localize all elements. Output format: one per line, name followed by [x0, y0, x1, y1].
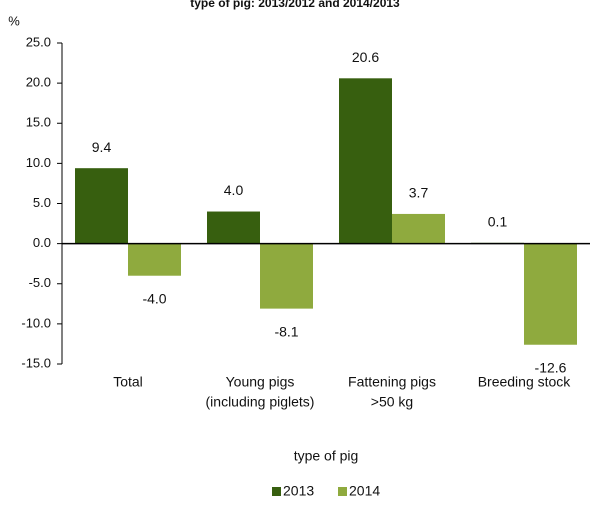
y-tick-label: 5.0 [33, 195, 51, 210]
data-label-2014-3: -12.6 [535, 359, 567, 375]
legend-label-2013: 2013 [283, 483, 314, 499]
bar-2014-3 [524, 243, 577, 345]
y-axis-unit: % [8, 13, 20, 28]
y-tick-label: -15.0 [21, 355, 51, 370]
y-tick-label: 20.0 [26, 75, 51, 90]
y-tick-label: 10.0 [26, 155, 51, 170]
data-label-2013-1: 4.0 [224, 182, 244, 198]
data-label-2013-3: 0.1 [488, 214, 508, 230]
category-label: Young pigs [226, 374, 295, 390]
category-label: >50 kg [371, 394, 413, 410]
legend-label-2014: 2014 [349, 483, 380, 499]
legend: 2013 2014 [272, 483, 380, 499]
data-label-2014-1: -8.1 [274, 323, 298, 339]
bar-2013-0 [75, 168, 128, 244]
bar-2014-1 [260, 243, 313, 309]
y-tick-label: -10.0 [21, 315, 51, 330]
labels-layer: 9.4 4.0 20.6 0.1 -4.0 -8.1 3.7 -12.6 [92, 49, 567, 375]
bar-2014-2 [392, 213, 445, 244]
bars-layer [75, 78, 577, 345]
data-label-2013-2: 20.6 [352, 49, 379, 65]
y-tick-label: -5.0 [29, 275, 51, 290]
y-tick-label: 15.0 [26, 115, 51, 130]
axes-layer: 25.0 20.0 15.0 10.0 5.0 0.0 -5.0 -10.0 -15.0 Tota… [21, 34, 590, 410]
bar-2014-0 [128, 243, 181, 276]
chart-title: type of pig: 2013/2012 and 2014/2013 [190, 0, 400, 10]
category-label: Total [113, 374, 143, 390]
category-label: (including piglets) [206, 394, 315, 410]
bar-2013-2 [339, 78, 392, 244]
y-tick-label: 0.0 [33, 235, 51, 250]
legend-swatch-2013 [272, 487, 281, 496]
y-tick-label: 25.0 [26, 34, 51, 49]
data-label-2014-0: -4.0 [142, 290, 166, 306]
legend-swatch-2014 [338, 487, 347, 496]
category-label: Fattening pigs [348, 374, 436, 390]
data-label-2014-2: 3.7 [409, 185, 429, 201]
bar-2013-1 [207, 211, 260, 244]
category-label: Breeding stock [478, 374, 572, 390]
data-label-2013-0: 9.4 [92, 139, 112, 155]
x-axis-title: type of pig [294, 448, 359, 464]
